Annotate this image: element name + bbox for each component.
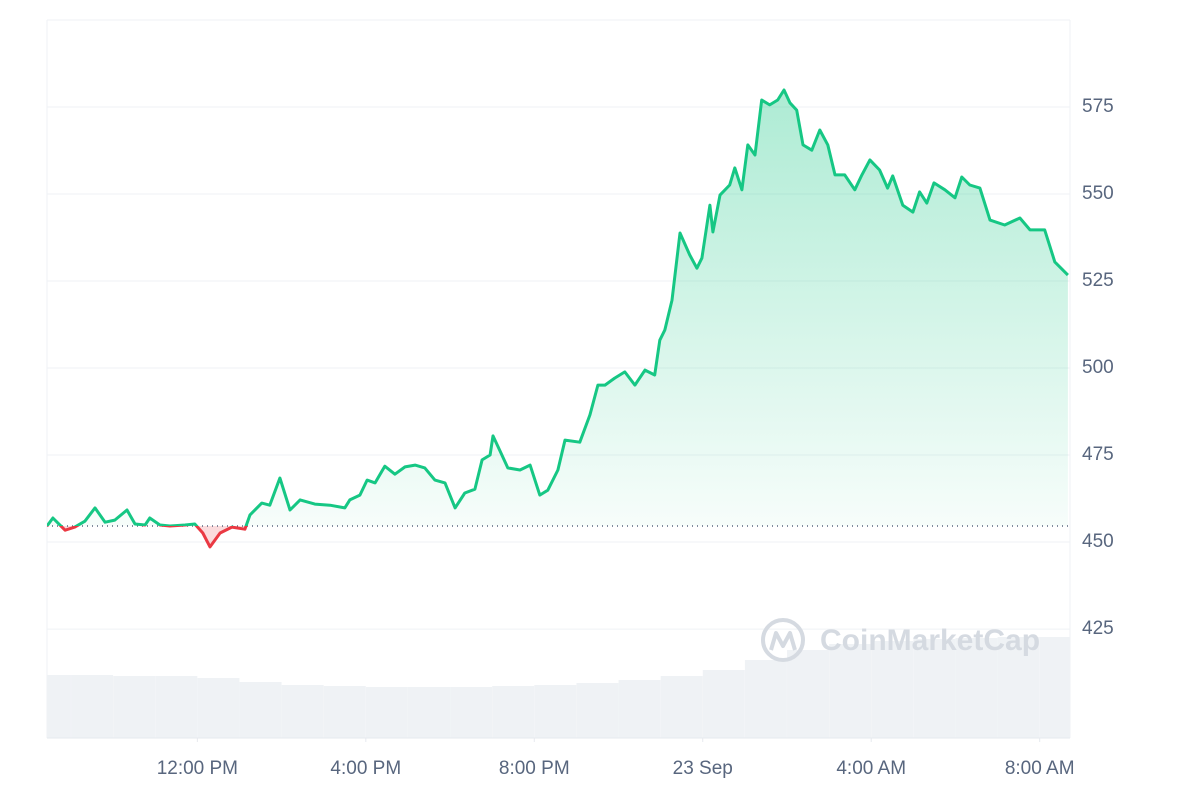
volume-bar [492, 686, 535, 738]
volume-bar [365, 687, 408, 738]
x-tick-label: 4:00 PM [330, 758, 401, 779]
volume-bar [71, 675, 114, 738]
volume-bar [702, 670, 745, 738]
volume-bar [534, 685, 577, 738]
volume-bar [407, 687, 450, 738]
volume-bar [871, 641, 914, 738]
y-tick-label: 450 [1082, 531, 1114, 552]
line-layer [47, 88, 1070, 549]
y-tick-label: 425 [1082, 618, 1114, 639]
y-tick-label: 575 [1082, 96, 1114, 117]
volume-bar [155, 676, 198, 738]
x-tick-label: 4:00 AM [836, 758, 906, 779]
grid-layer [46, 19, 1071, 738]
volume-bar [113, 676, 156, 738]
volume-bar [997, 637, 1040, 738]
watermark-text: CoinMarketCap [820, 624, 1040, 657]
volume-bar [576, 683, 619, 738]
volume-bar [787, 650, 830, 738]
watermark-logo-mark [769, 631, 797, 651]
volume-bar [618, 680, 661, 738]
volume-bar [47, 675, 71, 738]
volume-bar [660, 676, 703, 738]
x-tick-label: 23 Sep [673, 758, 733, 779]
price-line-below-reference [47, 526, 248, 549]
volume-bar [323, 686, 366, 738]
x-tick-label: 8:00 PM [499, 758, 570, 779]
volume-bar [197, 678, 240, 738]
volume-bar [744, 660, 787, 738]
price-line [47, 88, 1069, 527]
y-tick-label: 500 [1082, 357, 1114, 378]
volume-bar [281, 685, 324, 738]
watermark-logo [761, 618, 805, 662]
volume-bar [829, 644, 872, 738]
volume-bar [955, 638, 998, 738]
x-tick-label: 8:00 AM [1005, 758, 1075, 779]
y-tick-label: 475 [1082, 444, 1114, 465]
y-tick-label: 525 [1082, 270, 1114, 291]
x-tick-label: 12:00 PM [157, 758, 238, 779]
volume-bar [239, 682, 282, 738]
watermark: CoinMarketCap [761, 618, 1040, 662]
volume-bar [450, 687, 493, 738]
volume-bar [1039, 637, 1070, 738]
volume-layer [47, 637, 1070, 738]
axis-layer: 425 450 475 500 525 550 575 12:00 PM 4:00 PM 8:00… [47, 96, 1114, 779]
volume-bar [913, 639, 956, 738]
area-above-reference [47, 90, 1068, 527]
y-tick-label: 550 [1082, 183, 1114, 204]
